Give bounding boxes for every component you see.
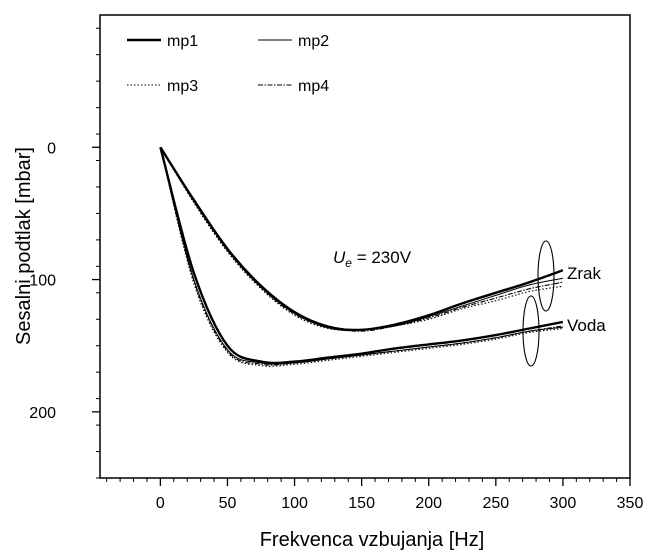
x-axis-title: Frekvenca vzbujanja [Hz]: [260, 529, 485, 551]
x-tick-label: 0: [156, 495, 165, 512]
y-tick-label: 200: [29, 405, 56, 422]
x-tick-label: 200: [415, 495, 442, 512]
series-mp2-zrak: [159, 147, 564, 331]
y-axis-title: Sesalni podtlak [mbar]: [13, 147, 35, 345]
annotation-rest: = 230V: [352, 248, 412, 267]
label-voda: Voda: [567, 316, 606, 335]
x-tick-label: 250: [482, 495, 509, 512]
legend-label-mp3: mp3: [167, 78, 198, 95]
series-mp3-voda: [159, 147, 563, 367]
series-mp4-zrak: [159, 147, 564, 332]
annotation-sub: e: [345, 256, 352, 270]
series-layer: [159, 146, 564, 367]
legend-label-mp1: mp1: [167, 33, 198, 50]
group-ellipses: [522, 240, 555, 367]
series-mp2-voda: [159, 147, 563, 365]
ellipse-zrak: [537, 240, 555, 312]
series-mp4-voda: [159, 147, 563, 366]
legend-label-mp4: mp4: [298, 78, 329, 95]
annotation-var: U: [333, 248, 346, 267]
ellipse-voda: [522, 295, 540, 367]
x-tick-label: 50: [219, 495, 237, 512]
series-mp3-zrak: [159, 147, 563, 331]
x-tick-label: 300: [550, 495, 577, 512]
series-mp1-voda: [159, 146, 564, 365]
annotation-ue: Ue = 230V: [333, 248, 412, 270]
x-tick-label: 350: [617, 495, 644, 512]
plot-area-frame: [99, 14, 631, 479]
axis-ticks: 0 50 100 150 200 250 300 350 0 100 200: [29, 27, 644, 512]
x-tick-label: 100: [281, 495, 308, 512]
y-tick-label: 0: [47, 140, 56, 157]
x-tick-label: 150: [348, 495, 375, 512]
y-tick-label: 100: [29, 273, 56, 290]
legend-label-mp2: mp2: [298, 33, 329, 50]
label-zrak: Zrak: [567, 264, 602, 283]
legend: mp1 mp2 mp3 mp4: [127, 33, 329, 95]
